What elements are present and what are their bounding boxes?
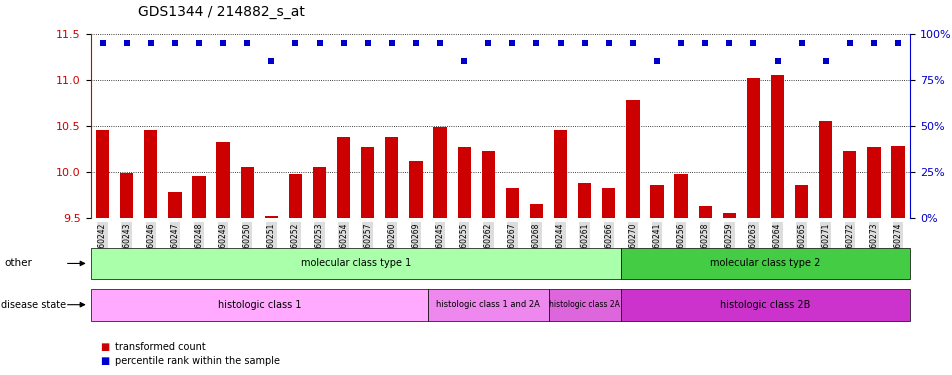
- Text: ■: ■: [100, 356, 109, 366]
- Bar: [819, 121, 831, 218]
- Point: [528, 40, 544, 46]
- Bar: [288, 174, 302, 217]
- Text: molecular class type 2: molecular class type 2: [709, 258, 820, 268]
- Bar: [216, 142, 229, 218]
- Point: [648, 58, 664, 64]
- Point: [336, 40, 351, 46]
- Bar: [120, 173, 133, 217]
- Point: [745, 40, 761, 46]
- Text: percentile rank within the sample: percentile rank within the sample: [115, 356, 280, 366]
- Point: [842, 40, 857, 46]
- Text: other: other: [5, 258, 32, 268]
- Bar: [457, 147, 470, 218]
- Point: [817, 58, 832, 64]
- Bar: [361, 147, 374, 218]
- Text: histologic class 2A: histologic class 2A: [548, 300, 620, 309]
- Bar: [746, 78, 760, 218]
- Text: GDS1344 / 214882_s_at: GDS1344 / 214882_s_at: [138, 5, 305, 19]
- Point: [191, 40, 207, 46]
- Point: [407, 40, 423, 46]
- Bar: [722, 213, 735, 217]
- Text: transformed count: transformed count: [115, 342, 206, 352]
- Text: disease state: disease state: [1, 300, 66, 310]
- Point: [865, 40, 881, 46]
- Bar: [578, 183, 590, 218]
- Point: [239, 40, 254, 46]
- Text: histologic class 1 and 2A: histologic class 1 and 2A: [436, 300, 540, 309]
- Text: molecular class type 1: molecular class type 1: [300, 258, 410, 268]
- Bar: [794, 185, 807, 218]
- Bar: [265, 216, 278, 217]
- Point: [215, 40, 230, 46]
- Point: [288, 40, 303, 46]
- Text: histologic class 2B: histologic class 2B: [720, 300, 810, 310]
- Point: [625, 40, 640, 46]
- Bar: [866, 147, 880, 218]
- Point: [480, 40, 495, 46]
- Point: [505, 40, 520, 46]
- Bar: [674, 174, 687, 217]
- Bar: [312, 167, 326, 218]
- Point: [360, 40, 375, 46]
- Bar: [433, 128, 446, 218]
- Point: [552, 40, 567, 46]
- Bar: [649, 185, 663, 218]
- Bar: [169, 192, 181, 217]
- Point: [889, 40, 904, 46]
- Point: [577, 40, 592, 46]
- Point: [769, 58, 784, 64]
- Bar: [144, 130, 157, 218]
- Point: [432, 40, 447, 46]
- Bar: [240, 167, 253, 218]
- Bar: [553, 130, 566, 218]
- Point: [697, 40, 712, 46]
- Bar: [843, 152, 856, 217]
- Point: [95, 40, 110, 46]
- Point: [168, 40, 183, 46]
- Bar: [481, 152, 494, 217]
- Bar: [625, 100, 639, 218]
- Point: [456, 58, 471, 64]
- Bar: [698, 207, 711, 218]
- Point: [601, 40, 616, 46]
- Point: [311, 40, 327, 46]
- Text: ■: ■: [100, 342, 109, 352]
- Bar: [529, 204, 543, 218]
- Bar: [192, 176, 206, 218]
- Point: [384, 40, 399, 46]
- Text: histologic class 1: histologic class 1: [217, 300, 301, 310]
- Bar: [506, 188, 519, 218]
- Point: [143, 40, 158, 46]
- Point: [119, 40, 134, 46]
- Bar: [385, 136, 398, 218]
- Bar: [96, 130, 109, 218]
- Bar: [337, 136, 350, 218]
- Bar: [409, 160, 422, 218]
- Point: [264, 58, 279, 64]
- Point: [721, 40, 736, 46]
- Bar: [770, 75, 783, 217]
- Bar: [602, 188, 615, 218]
- Bar: [890, 146, 903, 218]
- Point: [673, 40, 688, 46]
- Point: [793, 40, 808, 46]
